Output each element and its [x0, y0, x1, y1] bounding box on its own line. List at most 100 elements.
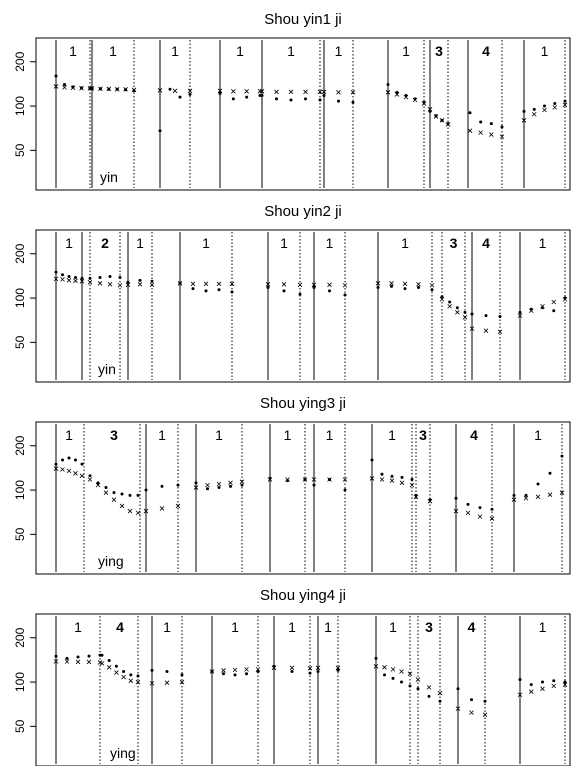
data-point-dot [114, 664, 118, 668]
data-point-dot [138, 278, 142, 282]
data-point-dot [290, 669, 294, 673]
data-point-dot [490, 507, 494, 511]
data-point-cross [187, 88, 193, 94]
data-point-dot [80, 86, 83, 90]
data-point-cross [164, 680, 170, 685]
data-point-dot [54, 74, 58, 78]
data-point-dot [206, 487, 209, 491]
data-point-cross [66, 468, 72, 474]
data-point-cross [244, 89, 249, 94]
data-point-dot [512, 493, 516, 497]
data-point-dot [112, 491, 116, 495]
data-point-dot [144, 488, 148, 492]
tone-label: 1 [136, 235, 144, 251]
data-point-dot [67, 456, 71, 460]
data-point-cross [289, 665, 295, 671]
data-point-dot [100, 653, 104, 657]
data-point-dot [120, 492, 124, 496]
data-point-dot [390, 284, 393, 288]
data-point-dot [272, 664, 276, 668]
data-point-dot [383, 673, 386, 677]
data-point-dot [88, 276, 92, 280]
data-point-cross [297, 282, 303, 288]
data-point-dot [376, 285, 380, 289]
data-point-cross [64, 659, 70, 664]
data-point-dot [61, 458, 64, 462]
data-point-dot [115, 87, 119, 91]
data-point-dot [386, 83, 390, 87]
data-point-dot [410, 477, 414, 481]
data-point-dot [108, 275, 112, 279]
data-point-dot [67, 275, 71, 279]
data-point-cross [53, 84, 59, 89]
data-point-dot [524, 493, 528, 497]
plot-frame [35, 613, 571, 766]
tone-label: 3 [419, 427, 427, 443]
data-point-cross [523, 495, 529, 501]
tone-label: 1 [280, 235, 288, 251]
data-point-dot [543, 104, 546, 108]
data-point-cross [540, 686, 545, 692]
data-point-cross [231, 89, 236, 94]
data-point-cross [79, 279, 85, 284]
y-tick-label: 50 [13, 527, 27, 541]
data-point-cross [95, 482, 101, 488]
data-point-cross [389, 478, 395, 483]
tone-label: 4 [116, 619, 124, 635]
data-point-dot [88, 474, 92, 478]
data-point-cross [317, 89, 323, 95]
tone-label: 4 [482, 235, 490, 251]
data-point-dot [500, 125, 504, 129]
data-point-dot [532, 107, 536, 111]
tone-label: 1 [288, 619, 296, 635]
data-point-cross [390, 667, 396, 672]
y-tick-label: 100 [13, 96, 27, 116]
data-point-cross [517, 692, 523, 698]
data-point-cross [125, 282, 131, 288]
tone-label: 2 [101, 235, 109, 251]
data-point-cross [416, 282, 421, 287]
data-point-cross [62, 85, 67, 90]
data-point-dot [548, 471, 552, 475]
data-point-cross [265, 282, 271, 287]
data-point-dot [417, 285, 420, 289]
data-point-cross [551, 299, 557, 305]
data-point-dot [328, 289, 331, 293]
data-point-dot [176, 483, 180, 487]
y-tick-label: 50 [13, 719, 27, 733]
data-point-cross [244, 667, 249, 672]
data-point-cross [66, 278, 72, 283]
data-point-cross [106, 665, 112, 670]
tone-label: 1 [324, 619, 332, 635]
data-point-dot [446, 122, 450, 126]
data-point-cross [259, 89, 265, 94]
data-point-cross [53, 276, 59, 282]
data-point-cross [467, 128, 473, 133]
tone-label: 4 [468, 619, 476, 635]
data-point-dot [54, 270, 58, 274]
data-point-cross [159, 506, 165, 511]
data-point-cross [350, 90, 356, 95]
data-point-dot [158, 129, 162, 133]
data-point-dot [289, 98, 293, 102]
data-point-dot [312, 285, 316, 289]
data-point-cross [179, 679, 185, 685]
data-point-dot [478, 506, 482, 510]
data-point-dot [165, 669, 169, 673]
tone-label: 3 [450, 235, 458, 251]
data-point-dot [87, 654, 91, 658]
data-point-dot [233, 673, 237, 677]
data-point-dot [260, 93, 264, 97]
tone-label: 1 [65, 427, 73, 443]
tone-label: 1 [401, 235, 409, 251]
data-point-dot [374, 656, 378, 660]
tone-label: 1 [74, 619, 82, 635]
data-point-cross [149, 282, 155, 288]
data-point-dot [427, 694, 431, 698]
data-point-cross [531, 111, 537, 117]
data-point-dot [178, 95, 182, 99]
tone-label: 1 [171, 43, 179, 59]
data-point-dot [440, 295, 444, 299]
data-point-dot [65, 656, 69, 660]
data-point-cross [399, 480, 405, 486]
